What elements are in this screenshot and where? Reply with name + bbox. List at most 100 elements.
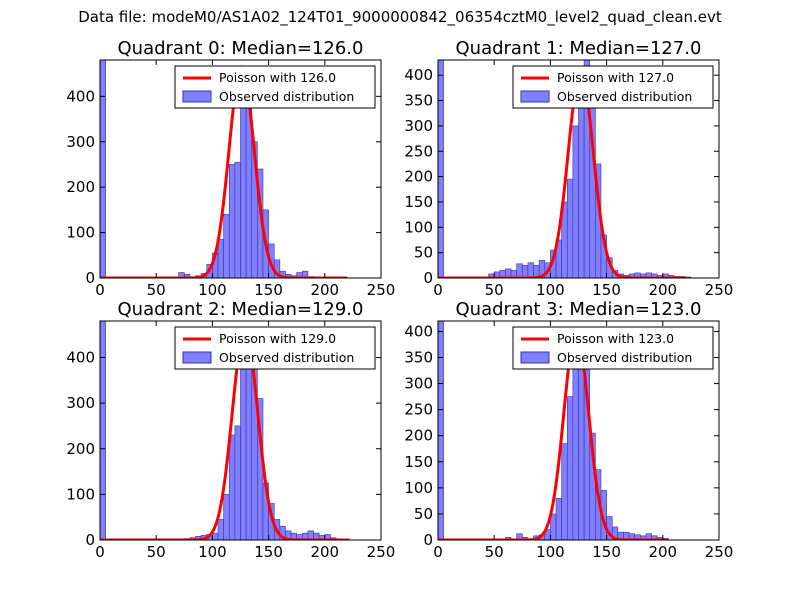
y-tick-label: 400 xyxy=(404,66,433,84)
legend-poisson-label: Poisson with 127.0 xyxy=(557,70,674,85)
y-tick-label: 0 xyxy=(423,531,433,549)
y-tick-label: 350 xyxy=(404,92,433,110)
x-tick-label: 150 xyxy=(592,281,621,299)
y-tick-label: 100 xyxy=(66,224,95,242)
figure-suptitle: Data file: modeM0/AS1A02_124T01_90000008… xyxy=(78,8,722,26)
histogram-bar xyxy=(228,164,236,278)
x-tick-label: 50 xyxy=(147,281,166,299)
y-tick-label: 200 xyxy=(66,440,95,458)
y-tick-label: 300 xyxy=(66,394,95,412)
x-tick-label: 250 xyxy=(367,281,396,299)
histogram-bar xyxy=(555,497,562,540)
x-tick-label: 100 xyxy=(198,543,227,561)
x-tick-label: 0 xyxy=(433,281,443,299)
legend: Poisson with 123.0 Observed distribution xyxy=(512,326,714,370)
y-tick-label: 200 xyxy=(404,427,433,445)
legend: Poisson with 126.0 Observed distribution xyxy=(174,65,376,109)
y-tick-label: 350 xyxy=(404,349,433,367)
histogram-bar xyxy=(302,270,309,278)
panel-title: Quadrant 1: Median=127.0 xyxy=(456,38,702,59)
histogram-bar xyxy=(572,354,579,540)
x-tick-label: 150 xyxy=(592,543,621,561)
histogram-bar xyxy=(521,265,529,278)
legend-poisson-label: Poisson with 129.0 xyxy=(219,331,336,346)
x-tick-label: 150 xyxy=(254,543,283,561)
histogram-bar xyxy=(561,443,568,540)
x-tick-label: 150 xyxy=(254,281,283,299)
histogram-bar xyxy=(438,321,444,540)
histogram-bar xyxy=(228,434,236,540)
x-tick-label: 200 xyxy=(310,543,339,561)
quadrant-panel-2: Quadrant 2: Median=129.0 0 50 100 150 200 250 0… xyxy=(66,299,395,561)
poisson-curve xyxy=(100,65,349,278)
histogram-bar xyxy=(438,60,444,278)
histogram-bar xyxy=(516,533,523,540)
poisson-curve xyxy=(100,328,351,540)
legend-bar-swatch xyxy=(182,351,212,364)
histogram-bar xyxy=(217,239,224,278)
legend-bar-swatch xyxy=(520,351,550,364)
histogram-bar xyxy=(527,262,534,278)
panel-title: Quadrant 3: Median=123.0 xyxy=(456,299,702,320)
histogram-bar xyxy=(100,60,106,278)
legend-bar-swatch xyxy=(182,90,212,103)
quadrant-panel-3: Quadrant 3: Median=123.0 0 50 100 150 200 250 0… xyxy=(404,299,733,561)
quadrant-panel-1: Quadrant 1: Median=127.0 0 50 100 150 200 250 0… xyxy=(404,38,733,299)
y-tick-label: 300 xyxy=(404,117,433,135)
y-tick-label: 400 xyxy=(66,349,95,367)
histogram-bar xyxy=(184,274,191,278)
histogram-bar xyxy=(578,82,585,278)
quadrant-panel-0: Quadrant 0: Median=126.0 0 50 100 150 200 250 0… xyxy=(66,38,395,299)
histogram-bar xyxy=(100,321,106,540)
x-tick-label: 50 xyxy=(485,543,504,561)
axes-frame xyxy=(99,59,382,279)
y-tick-label: 400 xyxy=(404,322,433,340)
y-tick-label: 250 xyxy=(404,142,433,160)
histogram-bar xyxy=(516,263,523,278)
x-tick-label: 100 xyxy=(536,281,565,299)
histogram-bar xyxy=(223,214,230,278)
axes-frame xyxy=(437,59,720,279)
y-tick-label: 0 xyxy=(423,269,433,287)
x-tick-label: 0 xyxy=(95,281,105,299)
axes-frame xyxy=(99,320,382,541)
histogram-bar xyxy=(212,532,219,540)
y-tick-label: 100 xyxy=(404,218,433,236)
y-tick-label: 300 xyxy=(404,375,433,393)
y-tick-label: 0 xyxy=(85,531,95,549)
x-tick-label: 0 xyxy=(433,543,443,561)
x-tick-label: 250 xyxy=(705,281,734,299)
y-tick-label: 200 xyxy=(66,178,95,196)
y-tick-label: 150 xyxy=(404,453,433,471)
legend: Poisson with 127.0 Observed distribution xyxy=(512,65,714,109)
legend-observed-label: Observed distribution xyxy=(557,89,692,104)
histogram-bar xyxy=(217,519,224,540)
poisson-curve xyxy=(438,71,687,278)
x-tick-label: 250 xyxy=(367,543,396,561)
legend-observed-label: Observed distribution xyxy=(219,89,354,104)
legend-observed-label: Observed distribution xyxy=(219,350,354,365)
x-tick-label: 50 xyxy=(147,543,166,561)
legend-observed-label: Observed distribution xyxy=(557,350,692,365)
histogram-bar xyxy=(223,494,230,540)
axes-frame xyxy=(437,320,720,541)
histogram-bar xyxy=(234,161,241,278)
y-tick-label: 100 xyxy=(404,479,433,497)
x-tick-label: 200 xyxy=(648,281,677,299)
histogram-bar xyxy=(234,425,241,540)
histogram-bar xyxy=(572,125,579,278)
legend-poisson-label: Poisson with 123.0 xyxy=(557,331,674,346)
y-tick-label: 50 xyxy=(414,505,433,523)
legend-poisson-label: Poisson with 126.0 xyxy=(219,70,336,85)
legend-bar-swatch xyxy=(520,90,550,103)
x-tick-label: 100 xyxy=(536,543,565,561)
x-tick-label: 200 xyxy=(310,281,339,299)
histogram-bar xyxy=(566,178,574,278)
panel-title: Quadrant 2: Median=129.0 xyxy=(118,299,364,320)
legend: Poisson with 129.0 Observed distribution xyxy=(174,326,376,370)
y-tick-label: 300 xyxy=(66,133,95,151)
x-tick-label: 250 xyxy=(705,543,734,561)
x-tick-label: 50 xyxy=(485,281,504,299)
